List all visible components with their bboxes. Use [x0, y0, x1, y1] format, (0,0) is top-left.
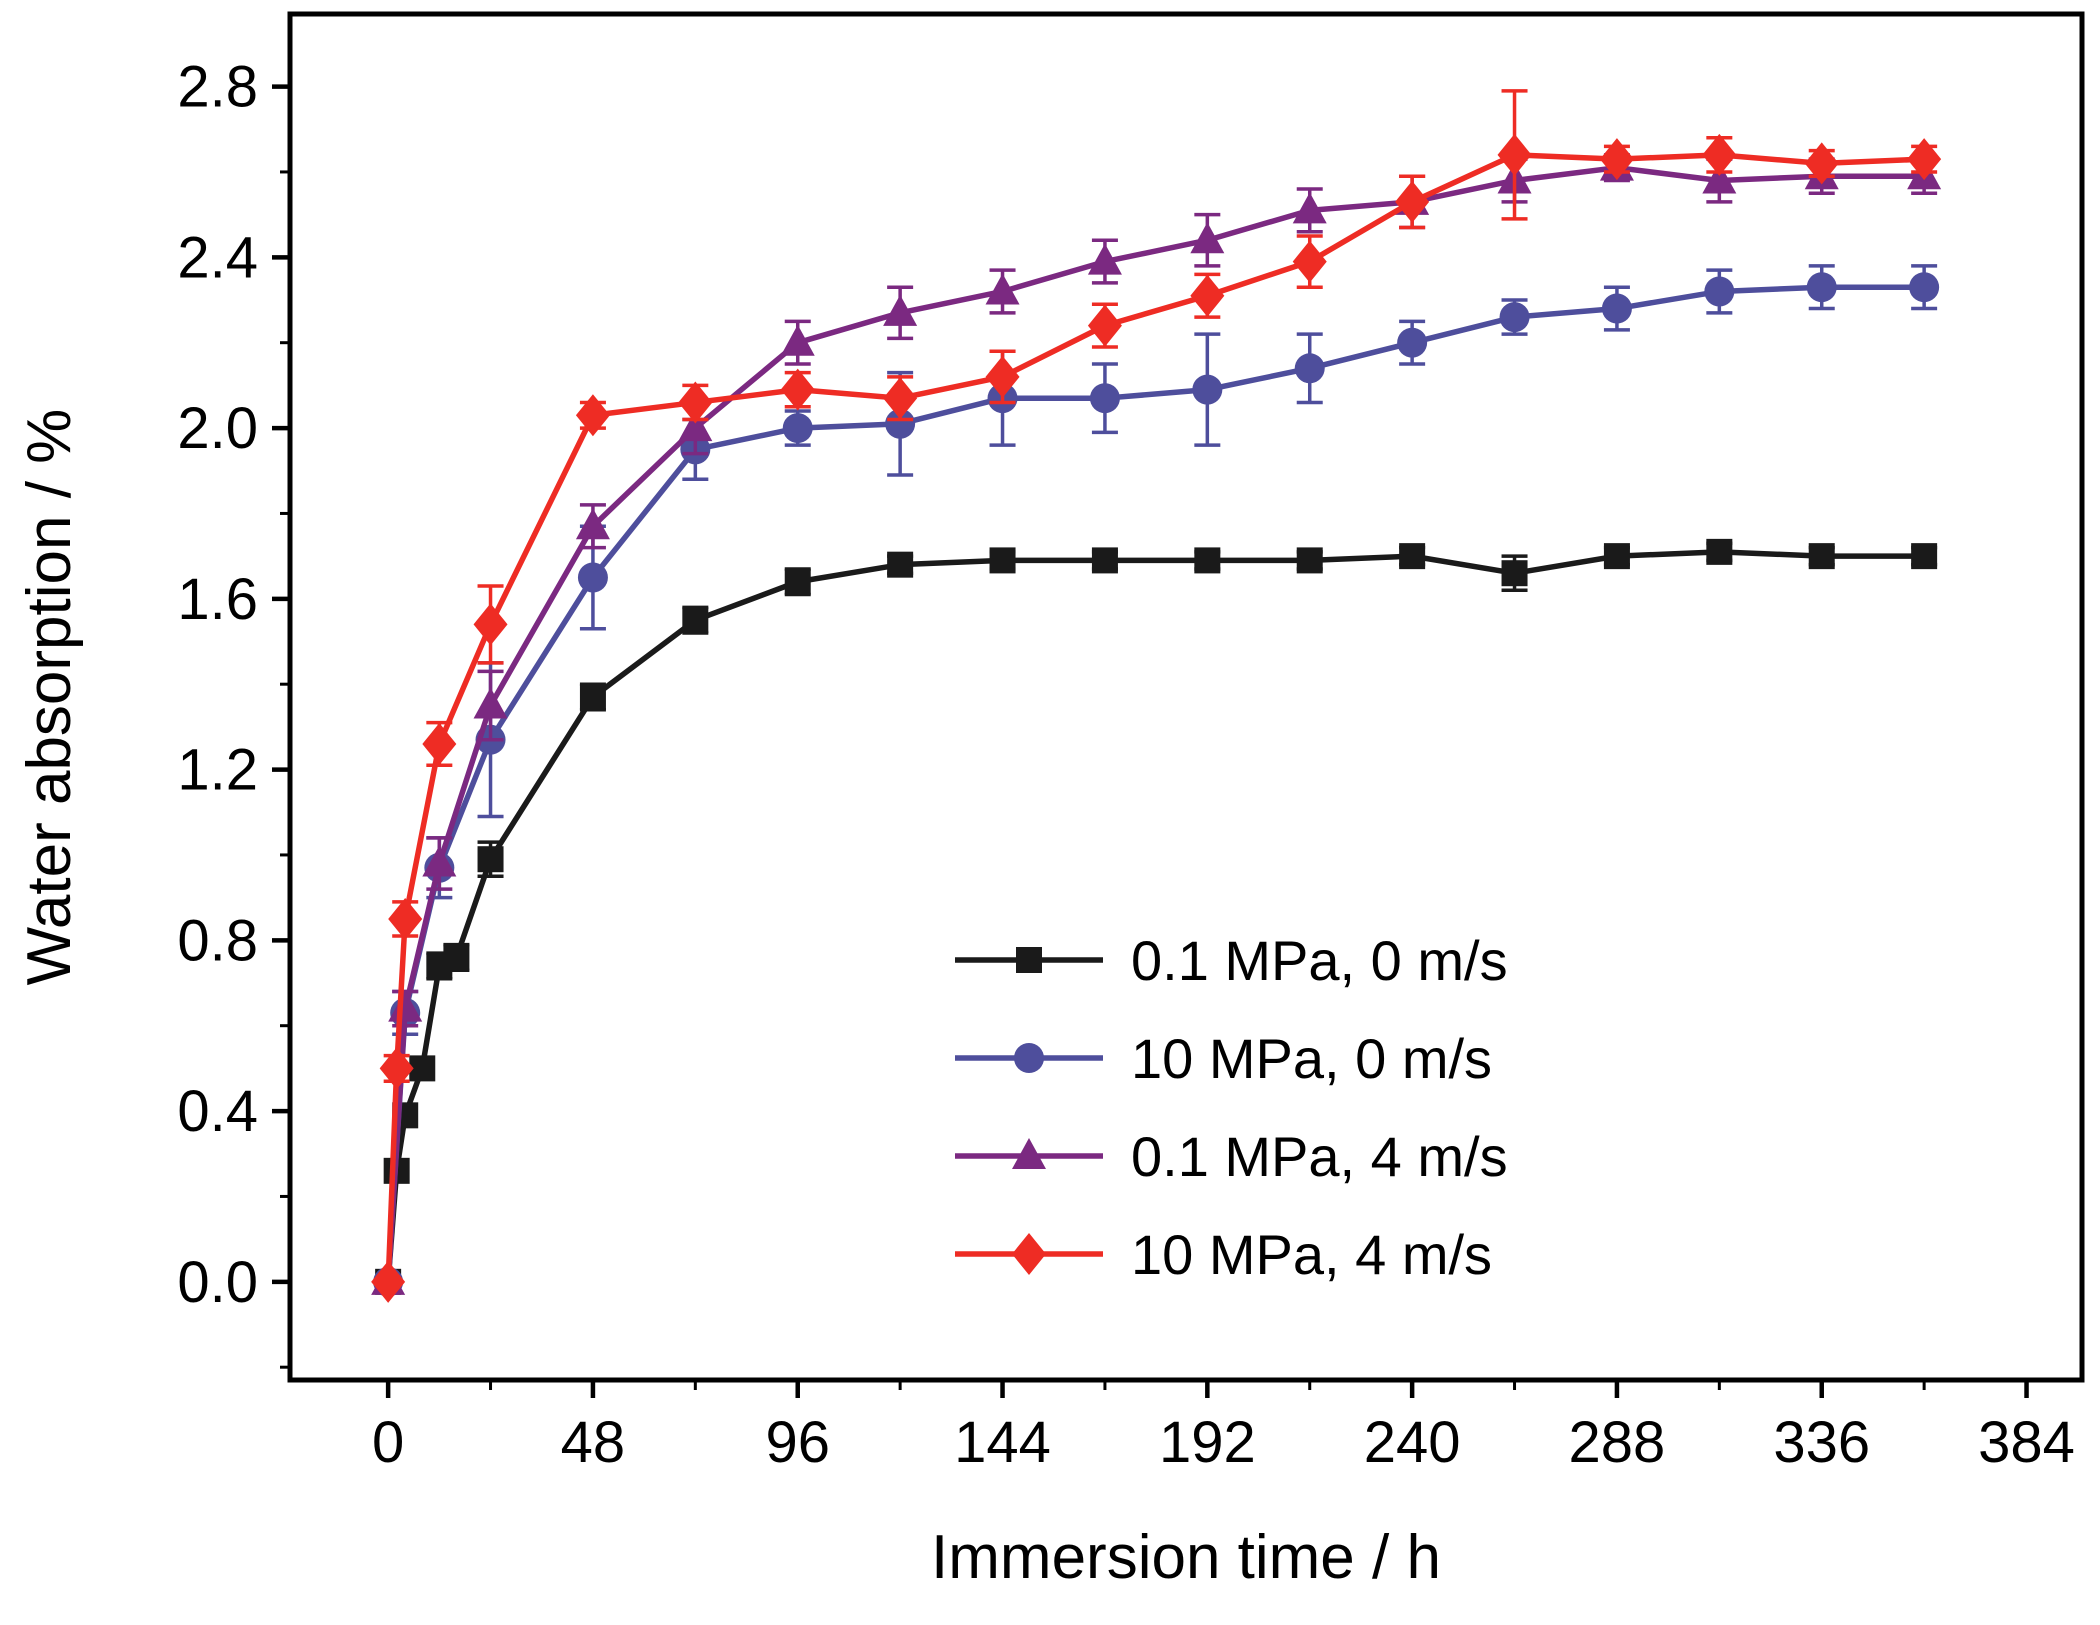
circle-marker	[1014, 1043, 1044, 1073]
diamond-marker	[422, 722, 457, 765]
diamond-marker	[1702, 133, 1737, 176]
circle-marker	[1294, 353, 1325, 384]
diamond-marker	[1190, 274, 1225, 317]
square-marker	[477, 846, 504, 873]
triangle-marker	[780, 324, 815, 356]
triangle-marker	[1190, 222, 1225, 254]
legend-entry: 10 MPa, 0 m/s	[955, 1027, 1492, 1090]
y-tick-label: 1.2	[177, 738, 258, 803]
circle-marker	[1909, 272, 1940, 303]
y-tick-label: 0.4	[177, 1079, 258, 1144]
triangle-marker	[388, 990, 423, 1022]
diamond-marker	[780, 368, 815, 411]
circle-marker	[1499, 302, 1530, 333]
circle-marker	[782, 413, 813, 444]
diamond-marker	[473, 603, 508, 646]
y-tick-label: 2.8	[177, 55, 258, 120]
circle-marker	[885, 408, 916, 439]
y-tick-label: 2.0	[177, 396, 258, 461]
circle-marker	[1704, 276, 1735, 307]
square-marker	[887, 551, 914, 578]
triangle-marker	[1702, 162, 1737, 194]
diamond-marker	[1907, 138, 1942, 181]
square-marker	[682, 607, 709, 634]
triangle-marker	[985, 273, 1020, 305]
square-marker	[1501, 560, 1528, 587]
x-tick-label: 288	[1569, 1410, 1666, 1475]
square-marker	[989, 547, 1016, 574]
circle-marker	[577, 562, 608, 593]
diamond-marker	[1292, 240, 1327, 283]
plot-box	[287, 11, 2085, 1383]
diamond-marker	[1599, 138, 1634, 181]
legend: 0.1 MPa, 0 m/s 10 MPa, 0 m/s 0.1 MPa, 4 m/…	[955, 929, 1508, 1286]
y-tick-label: 1.6	[177, 567, 258, 632]
square-marker	[1603, 543, 1630, 570]
square-marker	[1016, 947, 1042, 973]
circle-marker	[1806, 272, 1837, 303]
square-marker	[1091, 547, 1118, 574]
legend-label: 0.1 MPa, 4 m/s	[1131, 1125, 1508, 1188]
square-marker	[784, 568, 811, 595]
legend-label: 10 MPa, 0 m/s	[1131, 1027, 1492, 1090]
x-tick-label: 96	[765, 1410, 830, 1475]
triangle-marker	[1012, 1138, 1046, 1169]
x-tick-label: 192	[1159, 1410, 1256, 1475]
y-tick-label: 2.4	[177, 225, 258, 290]
series-line	[385, 164, 1927, 1285]
diamond-marker	[371, 1260, 406, 1303]
diamond-marker	[1395, 180, 1430, 223]
square-marker	[579, 684, 606, 710]
triangle-marker	[1087, 243, 1122, 275]
square-marker	[1296, 547, 1323, 574]
diamond-marker	[388, 897, 423, 940]
triangle-marker	[678, 410, 713, 442]
triangle-marker	[883, 294, 918, 326]
diamond-marker	[379, 1047, 414, 1090]
legend-label: 10 MPa, 4 m/s	[1131, 1223, 1492, 1286]
diamond-marker	[985, 355, 1020, 398]
square-marker	[1808, 543, 1835, 570]
diamond-marker	[1087, 304, 1122, 347]
series-diamond	[371, 89, 1942, 1303]
circle-marker	[1397, 327, 1428, 358]
triangle-marker	[575, 508, 610, 540]
square-marker	[1706, 538, 1733, 565]
x-axis-label: Immersion time / h	[931, 1523, 1441, 1592]
series-square	[375, 538, 1938, 1295]
x-tick-label: 384	[1978, 1410, 2075, 1475]
square-marker	[1194, 547, 1221, 574]
circle-marker	[1601, 293, 1632, 324]
x-tick-label: 240	[1364, 1410, 1461, 1475]
triangle-marker	[473, 687, 508, 719]
diamond-marker	[575, 394, 610, 437]
legend-entry: 0.1 MPa, 0 m/s	[955, 929, 1508, 992]
square-marker	[1911, 543, 1938, 570]
x-tick-label: 144	[954, 1410, 1051, 1475]
diamond-marker	[1497, 133, 1532, 176]
y-tick-label: 0.8	[177, 908, 258, 973]
diamond-marker	[1012, 1233, 1046, 1275]
y-axis-label: Water absorption / %	[15, 409, 84, 986]
circle-marker	[1089, 383, 1120, 414]
legend-entry: 10 MPa, 4 m/s	[955, 1223, 1492, 1286]
x-tick-label: 48	[561, 1410, 626, 1475]
circle-marker	[1192, 374, 1223, 405]
triangle-marker	[422, 845, 457, 877]
diamond-marker	[883, 377, 918, 420]
x-tick-label: 336	[1773, 1410, 1870, 1475]
square-marker	[1399, 543, 1426, 570]
x-tick-label: 0	[372, 1410, 404, 1475]
y-tick-label: 0.0	[177, 1250, 258, 1315]
square-marker	[443, 944, 470, 971]
legend-label: 0.1 MPa, 0 m/s	[1131, 929, 1508, 992]
diamond-marker	[678, 381, 713, 424]
diamond-marker	[1804, 142, 1839, 185]
legend-entry: 0.1 MPa, 4 m/s	[955, 1125, 1508, 1188]
triangle-marker	[1292, 192, 1327, 224]
series-line	[385, 284, 1927, 1285]
